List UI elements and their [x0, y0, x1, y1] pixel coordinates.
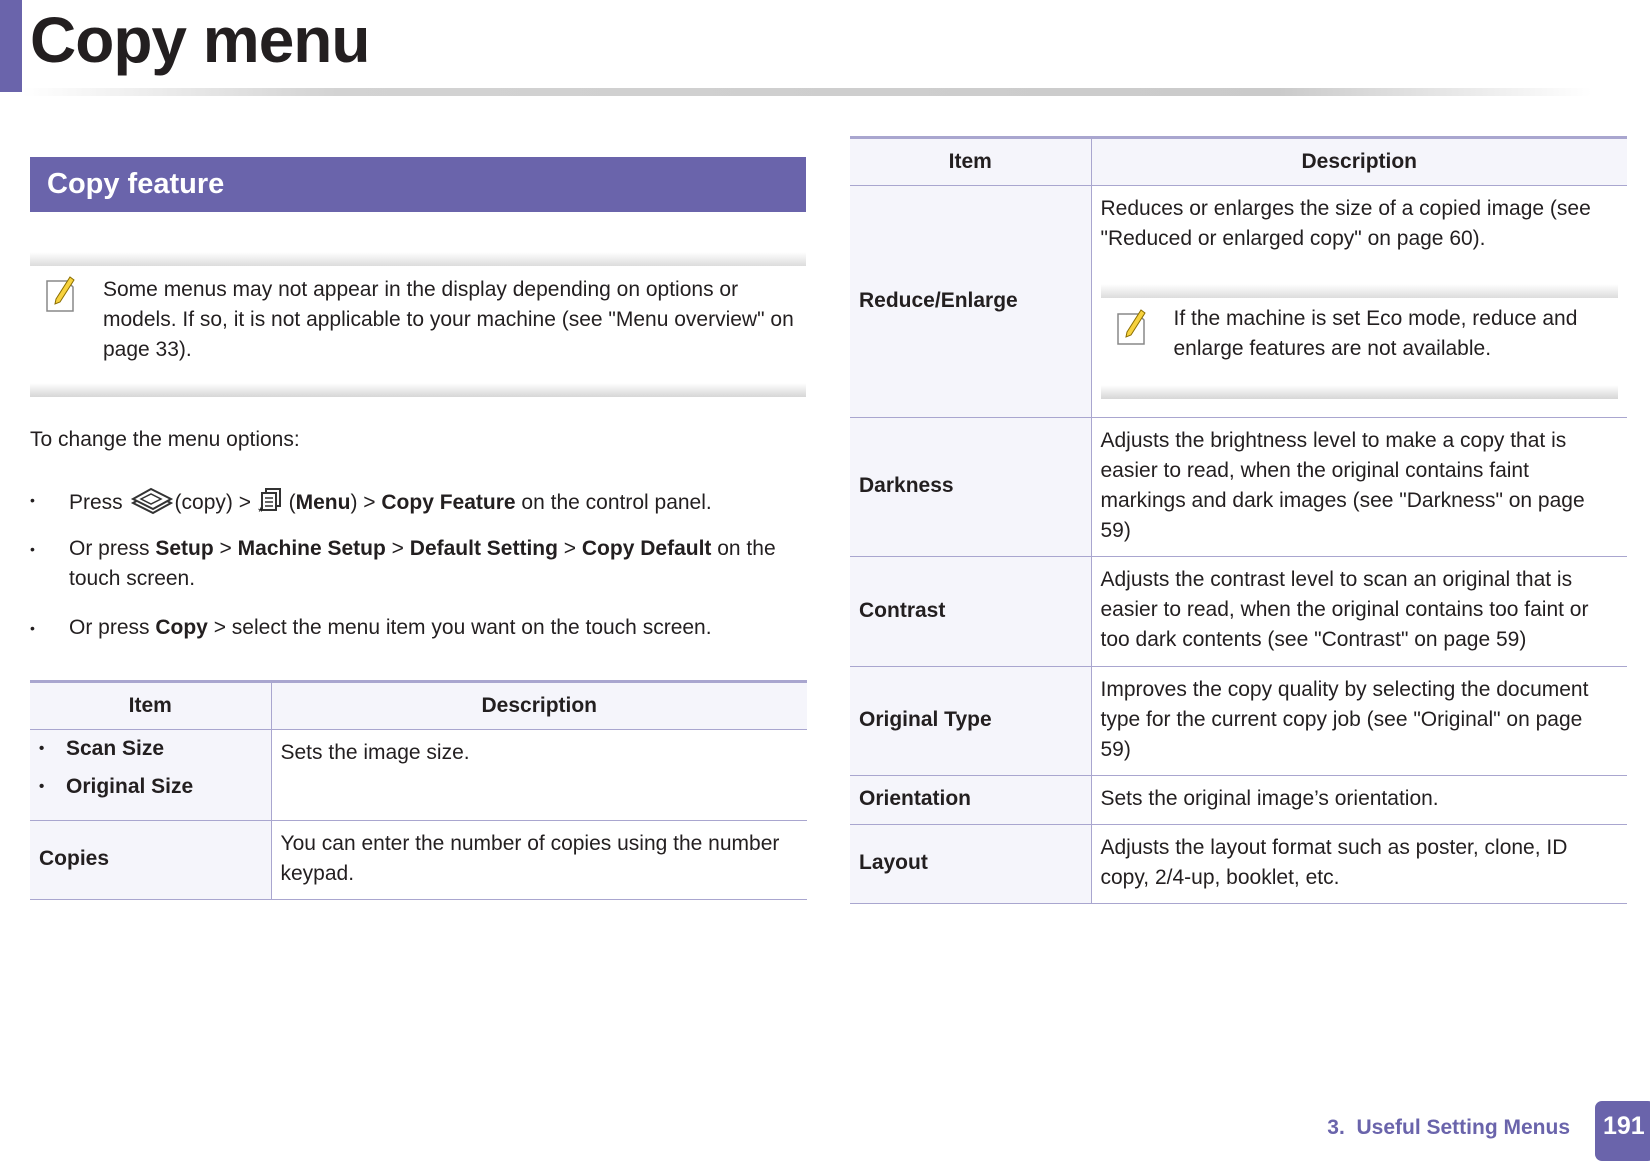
item-description: You can enter the number of copies using… [270, 820, 807, 900]
note-pencil-icon [1116, 309, 1146, 345]
section-title: Copy feature [30, 157, 806, 212]
item-description: Adjusts the contrast level to scan an or… [1090, 556, 1627, 667]
table-row: Contrast Adjusts the contrast level to sc… [850, 556, 1627, 667]
note-box: Some menus may not appear in the display… [30, 252, 806, 397]
item-description: Adjusts the brightness level to make a c… [1090, 417, 1627, 557]
footer-chapter: 3. Useful Setting Menus [1327, 1116, 1570, 1139]
item-description: Sets the image size. [270, 729, 807, 821]
page-title: Copy menu [30, 4, 370, 76]
header-divider [22, 88, 1592, 96]
item-name: Scan Size [39, 734, 262, 764]
item-description: Improves the copy quality by selecting t… [1090, 666, 1627, 776]
intro-text: To change the menu options: [30, 428, 300, 451]
item-name: Reduce/Enlarge [850, 185, 1091, 418]
copy-icon [130, 487, 173, 515]
column-header: Item [850, 136, 1091, 186]
item-name: Darkness [850, 417, 1091, 557]
table-row: Copies You can enter the number of copie… [30, 820, 807, 900]
item-description: Adjusts the layout format such as poster… [1090, 824, 1627, 904]
item-name: Original Size [39, 772, 262, 802]
item-name: Orientation [850, 775, 1091, 825]
page-number: 191 [1595, 1101, 1650, 1161]
menu-icon: * [258, 488, 281, 519]
column-header: Description [1090, 136, 1627, 186]
table-row: Original Type Improves the copy quality b… [850, 666, 1627, 776]
table-row: Darkness Adjusts the brightness level to … [850, 417, 1627, 557]
table-row: Scan Size Original Size Sets the image si… [30, 729, 807, 821]
note-box: If the machine is set Eco mode, reduce a… [1100, 284, 1618, 399]
item-name: Original Type [850, 666, 1091, 776]
table-row: Layout Adjusts the layout format such as … [850, 824, 1627, 904]
column-header: Item [30, 680, 271, 730]
note-text: Some menus may not appear in the display… [103, 278, 794, 361]
item-description: Sets the original image’s orientation. [1090, 775, 1627, 825]
note-pencil-icon [46, 276, 75, 312]
copy-feature-table-right: Item Description Reduce/Enlarge Reduces o… [850, 136, 1627, 904]
item-name: Layout [850, 824, 1091, 904]
table-row: Reduce/Enlarge Reduces or enlarges the s… [850, 185, 1627, 418]
item-name: Contrast [850, 556, 1091, 667]
item-description: Reduces or enlarges the size of a copied… [1100, 197, 1591, 250]
svg-text:*: * [258, 505, 263, 516]
column-header: Description [270, 680, 807, 730]
table-row: Orientation Sets the original image’s ori… [850, 775, 1627, 825]
note-text: If the machine is set Eco mode, reduce a… [1173, 307, 1578, 360]
header-accent-bar [0, 0, 22, 92]
item-name: Copies [30, 820, 271, 900]
